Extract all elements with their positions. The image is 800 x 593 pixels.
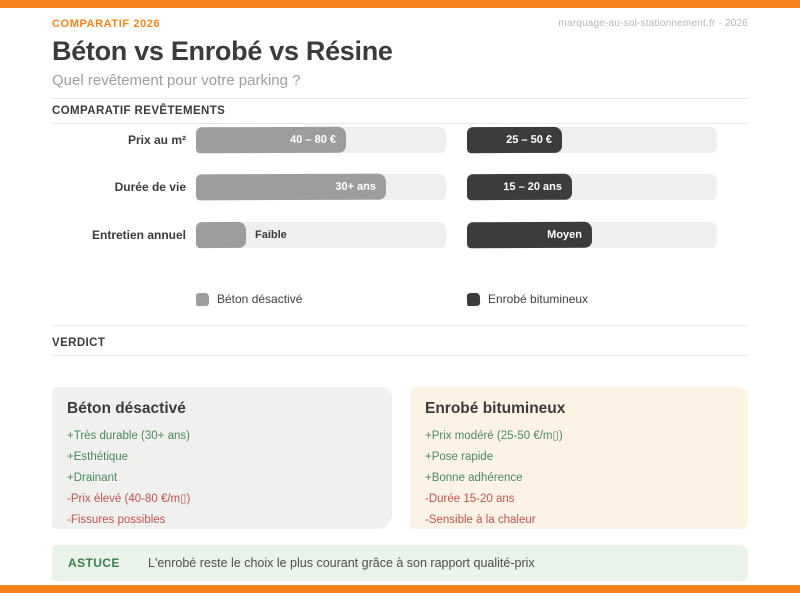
- source-url: marquage-au-sol-stationnement.fr · 2026: [558, 18, 748, 29]
- legend-label: Enrobé bitumineux: [488, 292, 589, 306]
- pro-item: +Drainant: [67, 472, 118, 484]
- section-label-comparatif: COMPARATIF REVÊTEMENTS: [52, 105, 226, 117]
- page-title: Béton vs Enrobé vs Résine: [52, 36, 393, 66]
- row-label: Entretien annuel: [91, 228, 186, 242]
- top-accent-bar: [0, 0, 800, 8]
- beton-bar-value: Faible: [255, 229, 287, 241]
- enrobe-bar-value: 25 – 50 €: [506, 133, 553, 147]
- astuce-text: L'enrobé reste le choix le plus courant …: [148, 556, 535, 570]
- pro-item: +Esthétique: [67, 451, 129, 463]
- enrobe-bar-track: 25 – 50 €: [466, 126, 717, 154]
- chart-legend: Béton désactivé Enrobé bitumineux: [52, 292, 748, 306]
- enrobe-bar-fill: 25 – 50 €: [466, 126, 563, 154]
- divider: [52, 98, 748, 99]
- divider: [52, 355, 748, 356]
- content: COMPARATIF 2026 marquage-au-sol-stationn…: [52, 8, 748, 581]
- chart-row-duree: Durée de vie 30+ ans 15 – 20 ans: [52, 173, 748, 201]
- enrobe-swatch-icon: [466, 292, 481, 306]
- beton-bar-track: 40 – 80 €: [195, 126, 446, 154]
- section-label-verdict: VERDICT: [52, 337, 106, 349]
- verdict-card-enrobe: Enrobé bitumineux +Prix modéré (25-50 €/…: [410, 387, 748, 529]
- divider: [52, 123, 748, 124]
- divider: [52, 325, 748, 326]
- con-item: -Fissures possibles: [67, 514, 166, 526]
- chart-row-prix: Prix au m² 40 – 80 € 25 – 50 €: [52, 126, 748, 154]
- enrobe-bar-value: Moyen: [547, 228, 583, 241]
- enrobe-bar-value: 15 – 20 ans: [503, 180, 563, 194]
- beton-swatch-icon: [195, 292, 210, 306]
- row-label: Prix au m²: [127, 133, 186, 147]
- row-label: Durée de vie: [114, 180, 186, 194]
- con-item: -Sensible à la chaleur: [425, 514, 536, 526]
- astuce-label: ASTUCE: [68, 556, 120, 570]
- page-subtitle: Quel revêtement pour votre parking ?: [52, 72, 301, 89]
- header: COMPARATIF 2026 marquage-au-sol-stationn…: [52, 8, 748, 30]
- enrobe-bar-track: Moyen: [466, 221, 717, 249]
- con-item: -Prix élevé (40-80 €/m▯): [67, 493, 191, 505]
- beton-bar-track: Faible: [195, 221, 446, 249]
- legend-item-beton: Béton désactivé: [195, 292, 467, 306]
- pro-item: +Bonne adhérence: [425, 472, 523, 484]
- beton-bar-fill: 40 – 80 €: [195, 126, 347, 154]
- verdict-card-beton: Béton désactivé +Très durable (30+ ans) …: [52, 387, 392, 529]
- comparison-chart: Prix au m² 40 – 80 € 25 – 50 € Durée de …: [52, 126, 748, 306]
- verdict-cards: Béton désactivé +Très durable (30+ ans) …: [52, 387, 748, 529]
- enrobe-bar-fill: 15 – 20 ans: [466, 173, 573, 201]
- legend-label: Béton désactivé: [217, 292, 303, 306]
- pro-item: +Très durable (30+ ans): [67, 430, 190, 442]
- beton-bar-fill: 30+ ans: [195, 173, 387, 201]
- card-title: Béton désactivé: [67, 400, 186, 417]
- beton-bar-track: 30+ ans: [195, 173, 446, 201]
- beton-bar-value: 40 – 80 €: [290, 133, 337, 146]
- bottom-accent-bar: [0, 585, 800, 593]
- enrobe-bar-fill: Moyen: [466, 221, 593, 249]
- con-item: -Durée 15-20 ans: [425, 493, 515, 505]
- beton-bar-value: 30+ ans: [335, 180, 377, 193]
- kicker: COMPARATIF 2026: [52, 18, 161, 30]
- card-title: Enrobé bitumineux: [425, 400, 566, 417]
- chart-row-entretien: Entretien annuel Faible Moyen: [52, 221, 748, 249]
- enrobe-bar-track: 15 – 20 ans: [466, 173, 717, 201]
- astuce-callout: ASTUCE L'enrobé reste le choix le plus c…: [52, 545, 748, 581]
- pro-item: +Pose rapide: [425, 451, 494, 463]
- beton-bar-fill: [195, 221, 247, 249]
- pro-item: +Prix modéré (25-50 €/m▯): [425, 430, 563, 442]
- legend-item-enrobe: Enrobé bitumineux: [466, 292, 589, 306]
